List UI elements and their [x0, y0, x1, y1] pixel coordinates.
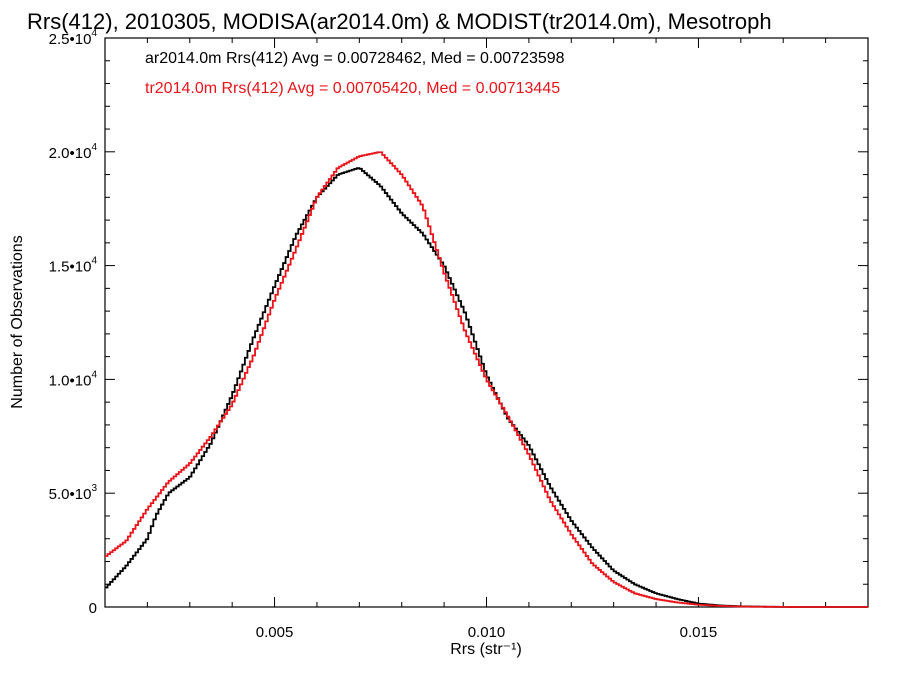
y-tick-exponent: 4 [91, 256, 97, 267]
y-tick-exponent: 4 [91, 28, 97, 39]
y-tick-label: 2.5•104 [49, 28, 98, 48]
y-axis-label: Number of Observations [9, 235, 26, 408]
series-line-ar2014 [105, 167, 868, 608]
y-tick-mantissa: 5.0•10 [49, 486, 92, 503]
y-tick-exponent: 4 [91, 369, 97, 380]
y-tick-exponent: 3 [91, 483, 97, 494]
x-tick-label: 0.005 [256, 624, 294, 641]
y-tick-label: 0 [89, 600, 97, 617]
y-tick-label: 1.0•104 [49, 369, 98, 389]
y-tick-exponent: 4 [91, 142, 97, 153]
y-tick-mantissa: 1.0•10 [49, 372, 92, 389]
x-axis-label: Rrs (str⁻¹) [450, 641, 522, 658]
y-tick-mantissa: 2.0•10 [49, 145, 92, 162]
legend-entry-tr2014: tr2014.0m Rrs(412) Avg = 0.00705420, Med… [145, 80, 560, 97]
series-line-tr2014 [105, 151, 868, 608]
y-tick-label: 1.5•104 [49, 256, 98, 276]
series-layer [105, 151, 868, 608]
y-tick-label: 5.0•103 [49, 483, 98, 503]
y-tick-mantissa: 0 [89, 600, 97, 617]
plot-frame [104, 37, 869, 608]
x-tick-label: 0.015 [680, 624, 718, 641]
legend-entry-ar2014: ar2014.0m Rrs(412) Avg = 0.00728462, Med… [145, 50, 565, 67]
chart-title: Rrs(412), 2010305, MODISA(ar2014.0m) & M… [27, 9, 772, 34]
y-tick-label: 2.0•104 [49, 142, 98, 162]
x-tick-label: 0.010 [468, 624, 506, 641]
y-tick-mantissa: 2.5•10 [49, 31, 92, 48]
y-tick-mantissa: 1.5•10 [49, 259, 92, 276]
x-axis: 0.005 0.010 0.015 [104, 38, 869, 641]
